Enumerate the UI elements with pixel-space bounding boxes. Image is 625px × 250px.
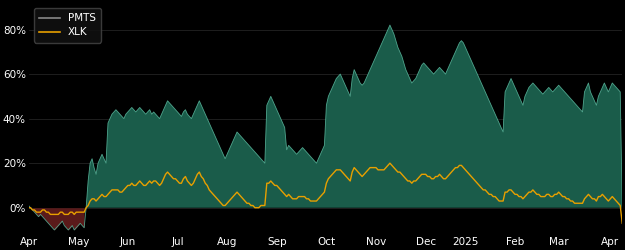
- Legend: PMTS, XLK: PMTS, XLK: [34, 8, 101, 42]
